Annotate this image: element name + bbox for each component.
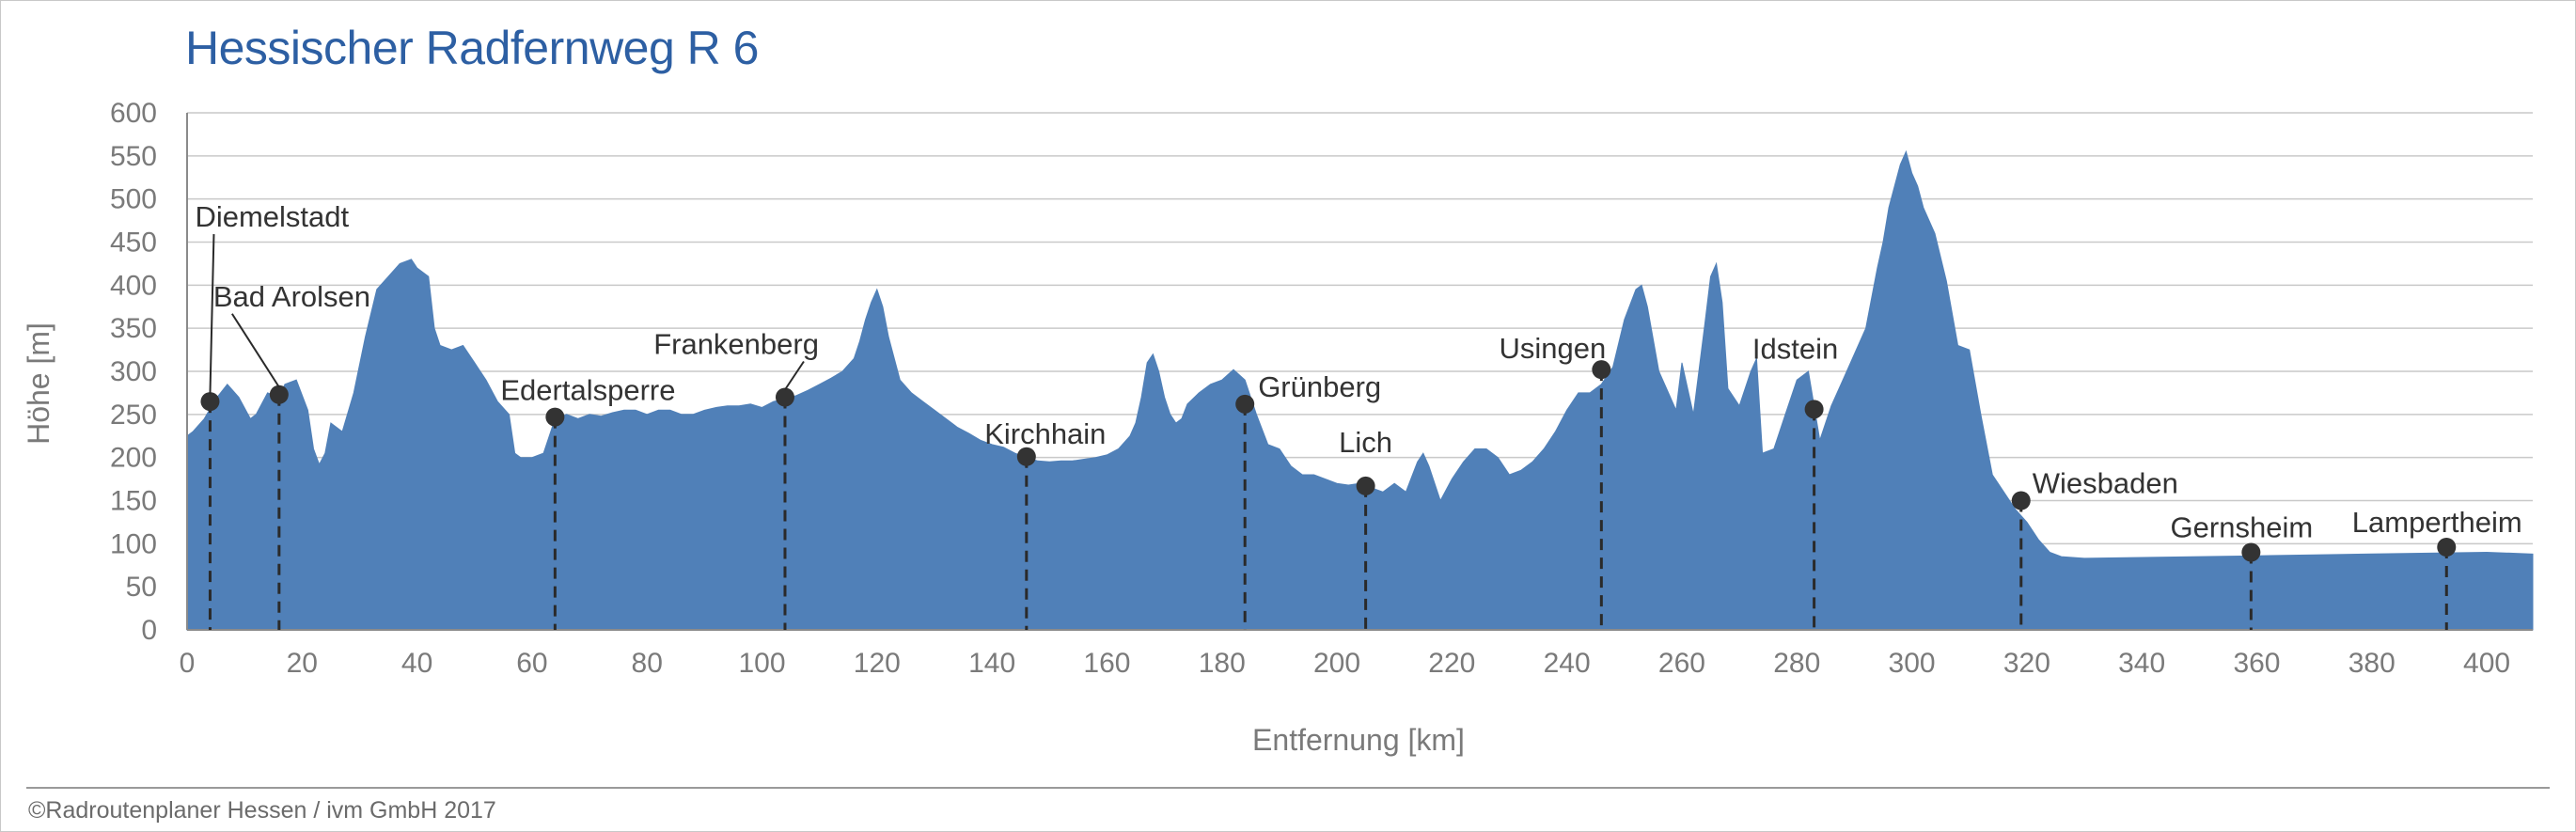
place-label-Grünberg: Grünberg: [1258, 370, 1381, 403]
place-label-Wiesbaden: Wiesbaden: [2033, 467, 2178, 500]
x-tick-label: 80: [632, 648, 663, 679]
elevation-profile: [186, 149, 2534, 631]
x-axis-label: Entfernung [km]: [1252, 723, 1465, 757]
axes: [186, 113, 2533, 631]
x-tick-label: 320: [2003, 648, 2050, 679]
x-tick-label: 200: [1313, 648, 1360, 679]
place-marker-Bad Arolsen[interactable]: [269, 385, 289, 404]
x-tick-label: 160: [1083, 648, 1130, 679]
y-tick-label: 400: [110, 270, 157, 301]
x-tick-label: 220: [1428, 648, 1475, 679]
chart-title: Hessischer Radfernweg R 6: [185, 22, 760, 74]
x-tick-label: 400: [2463, 648, 2510, 679]
leader-line-Bad Arolsen: [231, 313, 280, 388]
place-label-Lampertheim: Lampertheim: [2352, 506, 2522, 539]
y-tick-label: 250: [110, 400, 157, 431]
place-label-Bad Arolsen: Bad Arolsen: [213, 280, 370, 313]
x-tick-label: 60: [516, 648, 547, 679]
x-tick-label: 380: [2348, 648, 2395, 679]
place-marker-Frankenberg[interactable]: [775, 387, 794, 407]
leader-line-Diemelstadt: [209, 234, 215, 395]
y-tick-labels: 0 50 100 150 200 250 300 350 400 450 500 550 600: [110, 98, 157, 646]
x-tick-label: 40: [401, 648, 432, 679]
place-label-Idstein: Idstein: [1752, 332, 1838, 365]
place-label-Diemelstadt: Diemelstadt: [195, 200, 349, 233]
place-markers: Diemelstadt Bad Arolsen Edertalsperre Frank…: [195, 200, 2522, 630]
place-marker-Grünberg[interactable]: [1235, 394, 1255, 414]
place-marker-Usingen[interactable]: [1592, 360, 1611, 380]
y-tick-label: 150: [110, 486, 157, 517]
x-tick-label: 120: [854, 648, 901, 679]
x-tick-label: 260: [1658, 648, 1705, 679]
place-marker-Lich[interactable]: [1356, 476, 1375, 495]
place-label-Kirchhain: Kirchhain: [984, 417, 1106, 450]
x-tick-label: 0: [180, 648, 196, 679]
x-tick-label: 280: [1773, 648, 1820, 679]
x-tick-labels: 0 20 40 60 80 100 120 140 160 180 200 220 240 260 280 3…: [180, 648, 2510, 679]
x-tick-label: 140: [968, 648, 1015, 679]
y-tick-label: 0: [141, 615, 157, 646]
copyright-footer: ©Radroutenplaner Hessen / ivm GmbH 2017: [28, 797, 496, 824]
y-axis-label: Höhe [m]: [22, 322, 55, 445]
place-label-Gernsheim: Gernsheim: [2171, 511, 2314, 544]
leader-line-Frankenberg: [784, 360, 805, 391]
elevation-area: [186, 149, 2534, 631]
x-tick-label: 300: [1889, 648, 1936, 679]
place-label-Usingen: Usingen: [1499, 332, 1606, 365]
y-tick-label: 600: [110, 98, 157, 129]
place-marker-Gernsheim[interactable]: [2241, 542, 2261, 562]
place-marker-Lampertheim[interactable]: [2437, 538, 2457, 557]
footer-divider: [26, 787, 2550, 789]
place-marker-Edertalsperre[interactable]: [545, 407, 565, 427]
place-label-Edertalsperre: Edertalsperre: [500, 374, 675, 407]
place-marker-Kirchhain[interactable]: [1016, 447, 1036, 466]
x-tick-label: 240: [1544, 648, 1591, 679]
y-tick-label: 100: [110, 528, 157, 559]
x-tick-label: 360: [2233, 648, 2280, 679]
place-marker-Diemelstadt[interactable]: [200, 392, 220, 412]
place-marker-Idstein[interactable]: [1804, 400, 1824, 419]
y-tick-label: 300: [110, 356, 157, 387]
y-tick-label: 200: [110, 443, 157, 474]
x-tick-label: 100: [738, 648, 785, 679]
y-tick-label: 350: [110, 313, 157, 344]
place-marker-Wiesbaden[interactable]: [2011, 491, 2031, 510]
place-label-Lich: Lich: [1339, 426, 1392, 459]
x-tick-label: 340: [2118, 648, 2165, 679]
y-tick-label: 450: [110, 228, 157, 259]
y-tick-label: 550: [110, 141, 157, 172]
y-tick-label: 50: [126, 572, 157, 603]
x-tick-label: 180: [1199, 648, 1246, 679]
y-tick-label: 500: [110, 184, 157, 215]
x-tick-label: 20: [287, 648, 318, 679]
place-label-Frankenberg: Frankenberg: [653, 328, 819, 361]
